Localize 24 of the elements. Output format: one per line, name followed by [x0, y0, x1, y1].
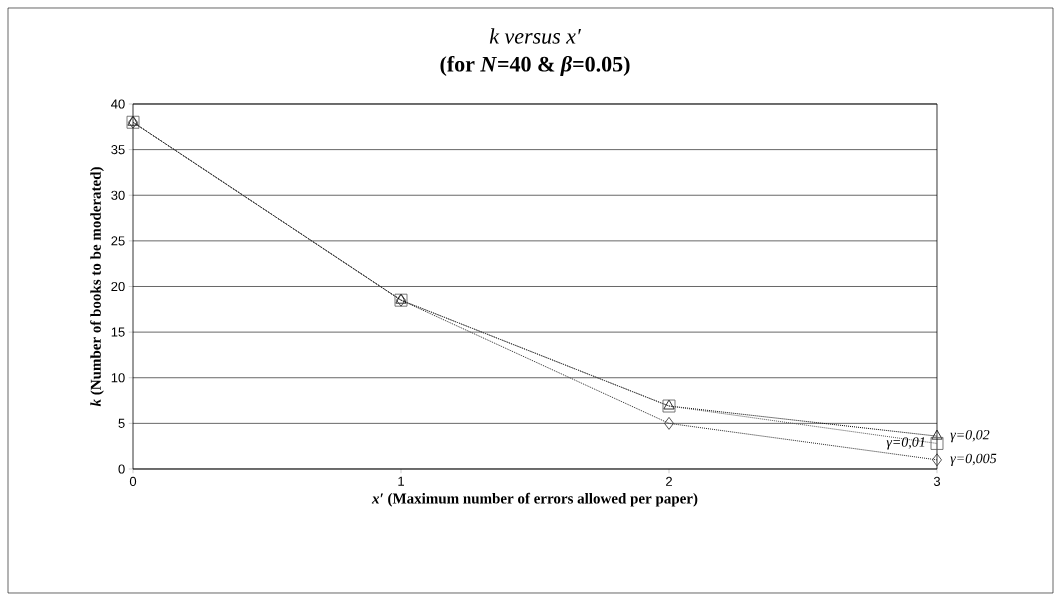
y-tick-label: 35 — [111, 145, 125, 155]
chart-subtitle: (for N=40 & β=0.05) — [440, 55, 630, 77]
x-tick-label: 3 — [933, 476, 941, 486]
x-tick-label: 2 — [666, 476, 672, 486]
y-tick-label: 40 — [111, 99, 125, 109]
series-label: γ=0,005 — [950, 453, 997, 467]
point — [664, 416, 674, 430]
y-tick-label: 25 — [111, 236, 125, 246]
point — [932, 453, 942, 467]
x-tick-label: 0 — [129, 476, 137, 486]
x-axis-title: x′ (Maximum number of errors allowed per paper) — [371, 492, 698, 507]
y-tick-label: 0 — [118, 464, 125, 474]
y-tick-label: 15 — [111, 327, 125, 337]
series-label: γ=0,01 — [886, 437, 925, 450]
chart-title: k versus x′ — [489, 28, 582, 44]
y-tick-label: 5 — [118, 418, 125, 428]
y-axis-title: k (Number of books to be moderated) — [90, 167, 104, 407]
point — [931, 429, 943, 440]
x-tick-label: 1 — [398, 476, 404, 486]
y-tick-label: 20 — [111, 281, 125, 292]
series-label: γ=0,02 — [950, 429, 990, 443]
point — [930, 437, 944, 450]
y-tick-label: 10 — [111, 373, 125, 383]
y-tick-label: 30 — [111, 190, 125, 200]
